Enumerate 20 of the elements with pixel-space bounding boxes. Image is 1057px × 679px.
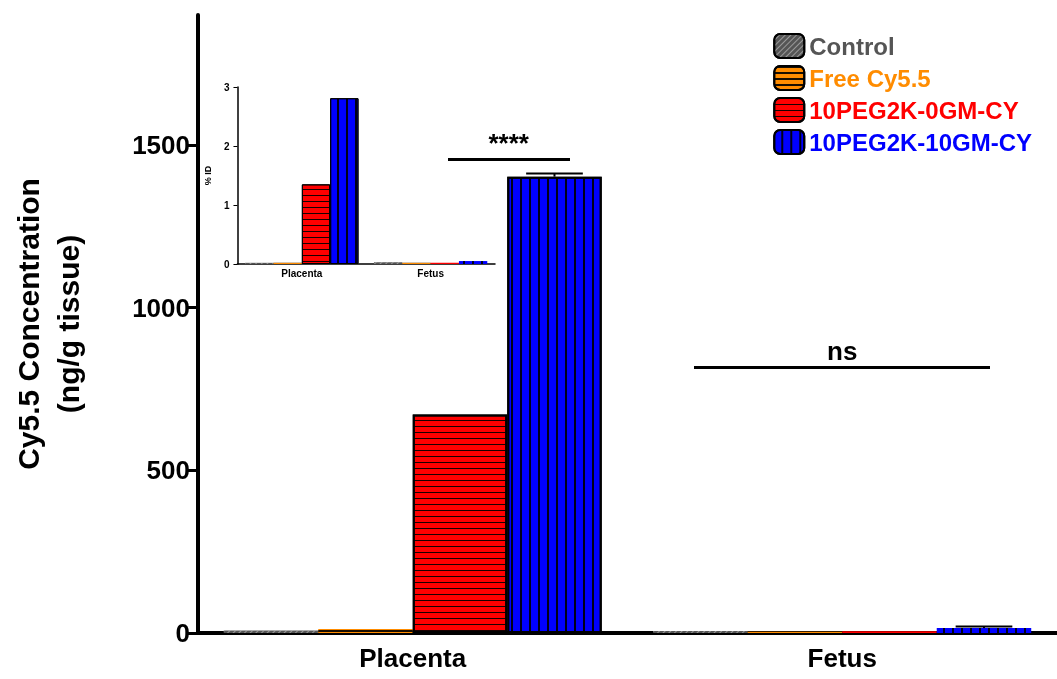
y-tick-label: 0 bbox=[223, 258, 230, 270]
y-axis-title: % ID bbox=[203, 165, 213, 186]
y-tick-label: 500 bbox=[146, 455, 190, 486]
y-axis-title: Cy5.5 Concentration (ng/g tissue) bbox=[11, 178, 85, 470]
legend-label: 10PEG2K-0GM-CY bbox=[809, 96, 1019, 124]
y-tick-label: 0 bbox=[175, 618, 190, 648]
x-tick-label: Placenta bbox=[359, 643, 467, 673]
legend-label: Control bbox=[809, 32, 895, 60]
x-tick-label: Fetus bbox=[417, 267, 445, 279]
legend-label: 10PEG2K-10GM-CY bbox=[809, 128, 1033, 156]
annotation: **** bbox=[488, 128, 529, 160]
y-tick-label: 1000 bbox=[132, 292, 190, 323]
legend-label: Free Cy5.5 bbox=[809, 64, 931, 92]
x-tick-label: Fetus bbox=[807, 643, 877, 673]
y-tick-label: 1500 bbox=[132, 130, 190, 161]
y-tick-label: 3 bbox=[223, 81, 230, 93]
annotation: ns bbox=[827, 336, 858, 368]
y-tick-label: 1 bbox=[223, 199, 230, 211]
x-tick-label: Placenta bbox=[281, 267, 323, 279]
y-tick-label: 2 bbox=[223, 140, 230, 152]
